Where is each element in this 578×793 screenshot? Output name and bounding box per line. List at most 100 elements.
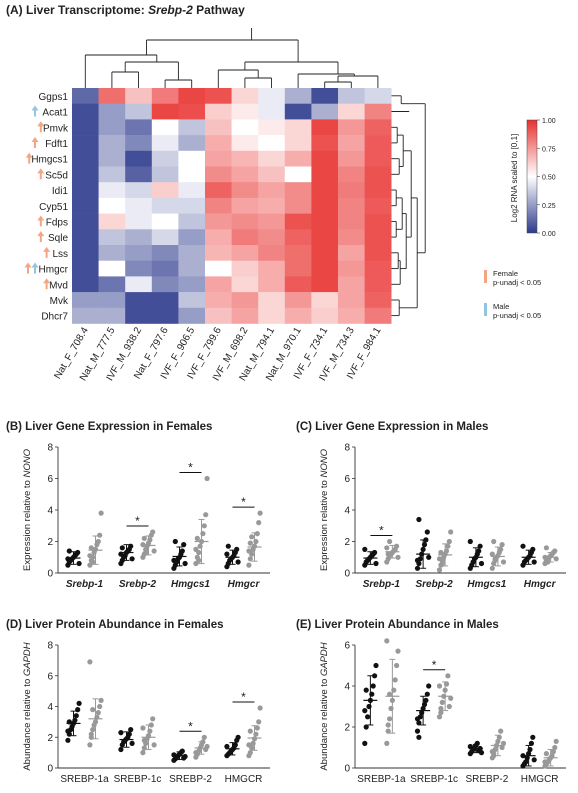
data-point	[448, 695, 454, 701]
data-point	[193, 546, 199, 553]
data-point	[171, 557, 177, 564]
data-point	[141, 737, 147, 743]
data-point	[182, 560, 188, 567]
scatter-panel: (E) Liver Protein Abundance in Males 0 2 4 6…	[296, 619, 566, 785]
heatmap-cell	[258, 260, 286, 277]
heatmap-cell	[231, 292, 259, 309]
heatmap-cell	[151, 150, 179, 167]
heatmap-cell	[178, 229, 206, 246]
heatmap-cell	[178, 88, 206, 104]
heatmap-cell	[364, 150, 392, 167]
heatmap-cell	[205, 276, 232, 293]
heatmap-cell	[231, 229, 259, 246]
heatmap-cell	[151, 260, 179, 277]
heatmap-cell	[125, 166, 153, 183]
heatmap-cell	[311, 103, 339, 120]
colorbar-gradient	[526, 119, 538, 234]
heatmap-cell	[205, 88, 232, 104]
heatmap-cell	[98, 103, 126, 120]
data-point	[196, 557, 202, 564]
data-point	[520, 543, 526, 549]
heatmap-cell	[338, 229, 365, 246]
arrow-up-icon	[43, 246, 51, 258]
gene-label: Sqle	[48, 233, 68, 244]
heatmap-cell	[284, 119, 312, 136]
arrow-up-icon	[37, 121, 45, 133]
heatmap-cell	[205, 260, 232, 277]
data-point	[181, 542, 187, 548]
heatmap-cell	[151, 276, 179, 293]
data-point	[65, 728, 71, 734]
data-point	[499, 542, 505, 548]
significance-star: *	[379, 524, 384, 538]
heatmap-cell	[72, 260, 99, 277]
data-point	[385, 728, 391, 734]
data-point	[76, 700, 82, 707]
data-point	[436, 567, 443, 573]
heatmap-cell	[284, 292, 312, 309]
heatmap-cell	[311, 292, 339, 309]
y-tick-label: 0	[344, 569, 350, 580]
data-point	[392, 677, 398, 683]
heatmap-cell	[338, 197, 365, 214]
heatmap-cell	[125, 135, 153, 152]
data-point	[365, 714, 371, 720]
heatmap-cell	[364, 103, 392, 120]
panel-title: (B) Liver Gene Expression in Females	[6, 421, 212, 433]
gene-label: Hmgcr	[39, 265, 69, 276]
data-point	[193, 750, 199, 756]
heatmap-cell	[72, 119, 99, 136]
data-point	[97, 532, 103, 538]
heatmap-cell	[72, 213, 99, 230]
heatmap-cell	[98, 150, 126, 167]
data-point	[87, 553, 93, 559]
data-point	[65, 737, 71, 743]
data-point	[491, 538, 497, 545]
data-point	[90, 727, 96, 733]
heatmap-cell	[311, 197, 339, 214]
y-tick-label: 6	[47, 671, 53, 682]
heatmap-cell	[258, 276, 286, 293]
panel-a: (A) Liver Transcriptome: Srebp-2 Pathway…	[6, 3, 556, 383]
data-point	[249, 534, 255, 540]
data-point	[235, 559, 241, 565]
y-tick-label: 2	[47, 537, 53, 548]
heatmap-cell	[178, 197, 206, 214]
data-point	[438, 549, 444, 556]
significance-star: *	[432, 658, 437, 672]
heatmap-cell	[125, 245, 153, 261]
heatmap-cell	[284, 88, 312, 104]
heatmap-cell	[72, 307, 99, 324]
data-point	[65, 556, 71, 562]
panel-title: (E) Liver Protein Abundance in Males	[296, 619, 499, 631]
data-point	[373, 662, 379, 669]
heatmap-cell	[125, 119, 153, 136]
heatmap-cell	[98, 307, 126, 324]
data-point	[118, 730, 124, 736]
data-point	[87, 742, 93, 748]
y-tick-label: 2	[344, 723, 350, 734]
x-tick-label: HMGCR	[521, 774, 559, 785]
heatmap-cell	[151, 197, 179, 214]
heatmap-cell	[231, 182, 259, 199]
heatmap-cell	[205, 135, 232, 152]
heatmap-cell	[284, 103, 312, 120]
heatmap-cell	[205, 150, 232, 167]
heatmap-cell	[72, 292, 99, 309]
x-tick-label: Srebp-1	[363, 579, 401, 590]
heatmap-cell	[338, 245, 365, 261]
scatter-panel: (D) Liver Protein Abundance in Females 0 2…	[6, 619, 270, 785]
data-point	[498, 728, 504, 734]
gene-label: Fdps	[46, 217, 68, 228]
data-point	[439, 560, 445, 567]
heatmap-cell	[72, 182, 99, 199]
data-point	[224, 551, 230, 557]
y-axis-label: Abundance relative to GAPDH	[319, 642, 330, 770]
heatmap-cell	[284, 166, 312, 183]
data-point	[426, 683, 432, 689]
heatmap-cell	[151, 103, 179, 120]
gene-label: Cyp51	[39, 202, 68, 213]
data-point	[182, 753, 188, 760]
colorbar-tick: 0.25	[542, 203, 556, 210]
heatmap-cell	[125, 88, 153, 104]
